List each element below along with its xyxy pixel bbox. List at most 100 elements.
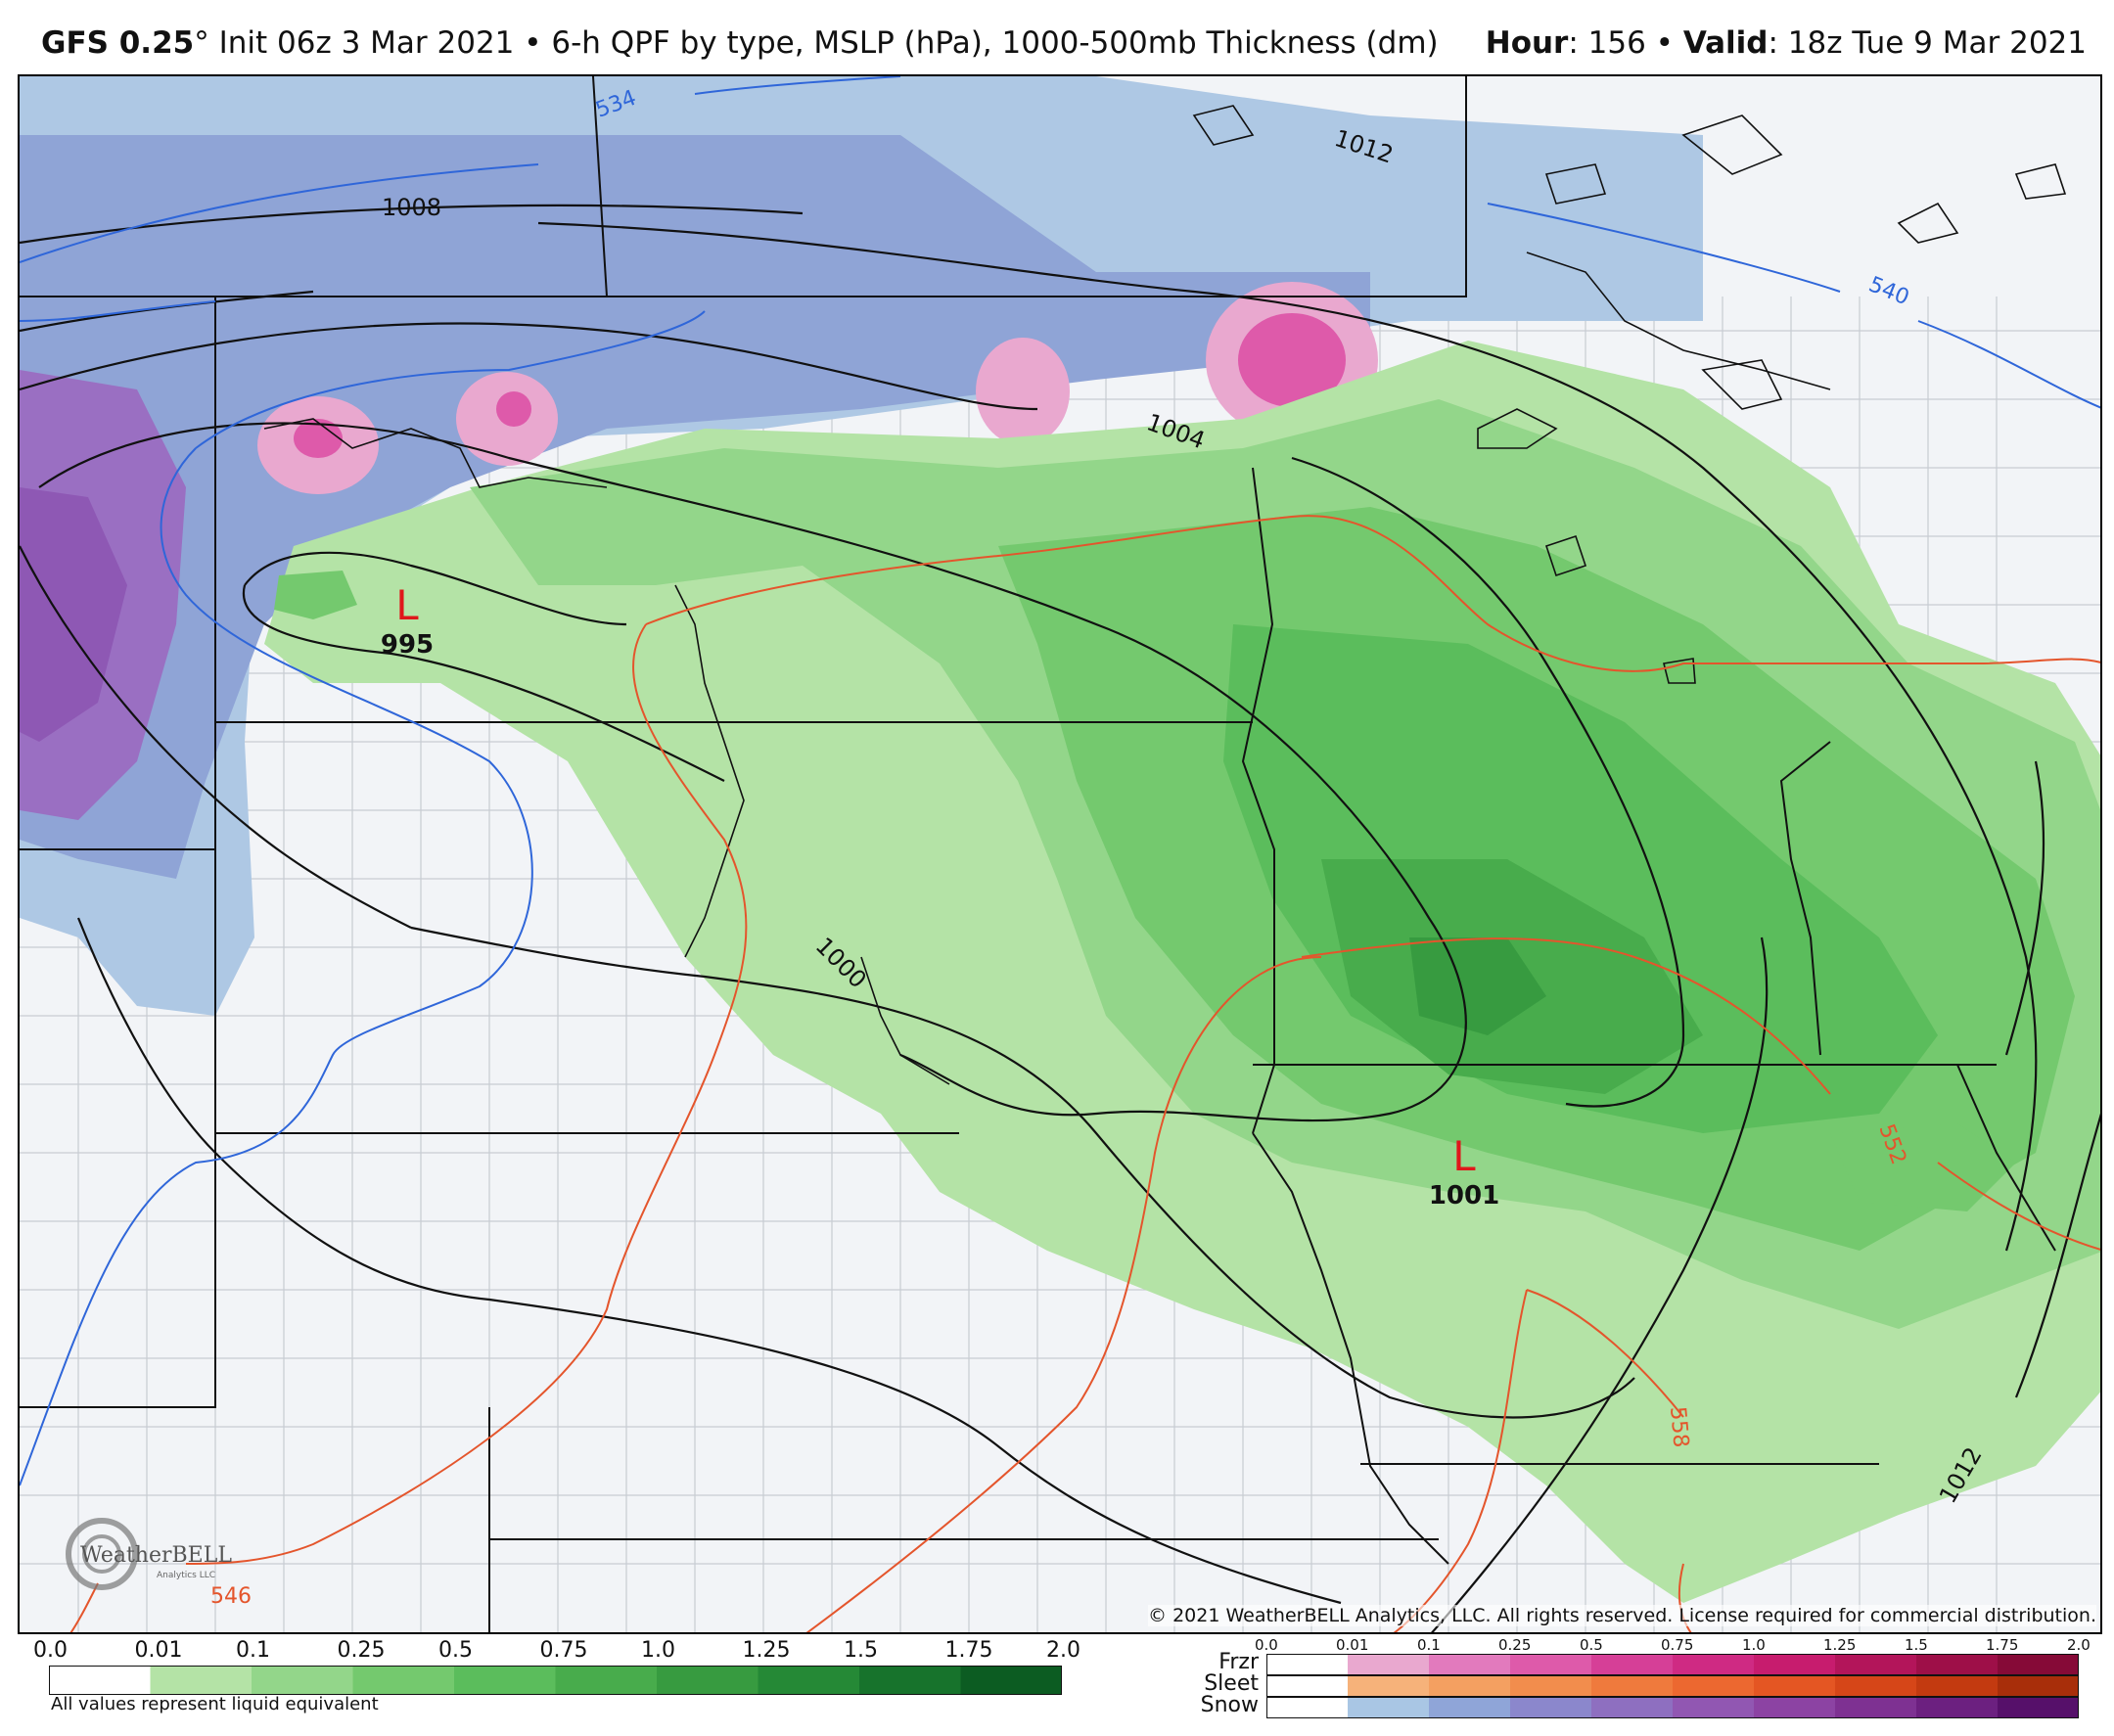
type-legend-tick: 0.25 <box>1498 1636 1532 1654</box>
type-legend-swatch <box>1510 1654 1592 1675</box>
type-legend-swatch <box>1835 1654 1917 1675</box>
state-borders <box>20 76 2056 1632</box>
type-legend-tick: 2.0 <box>2067 1636 2091 1654</box>
rain-legend-tick: 0.0 <box>33 1638 68 1663</box>
type-legend-swatch <box>1916 1675 1999 1697</box>
type-legend-swatch <box>1429 1697 1511 1718</box>
rain-legend-swatch <box>150 1666 253 1695</box>
rain-legend-swatch <box>859 1666 961 1695</box>
low-pressure-value: 1001 <box>1429 1181 1499 1211</box>
rain-legend-tick: 0.75 <box>539 1638 588 1663</box>
low-pressure-centers: L 995 L 1001 <box>381 581 1499 1211</box>
type-legend-swatch <box>1510 1697 1592 1718</box>
type-legend-swatch <box>1266 1675 1349 1697</box>
thickness-cold <box>20 76 2100 1486</box>
rain-legend-swatch <box>49 1666 151 1695</box>
type-legend-label: Frzr <box>1218 1650 1259 1674</box>
freezing-rain-area <box>257 282 1378 494</box>
legend-note: All values represent liquid equivalent <box>51 1694 379 1714</box>
type-legend-row-border <box>1266 1654 2079 1675</box>
rain-legend-tick: 1.0 <box>641 1638 675 1663</box>
rain-legend-swatch <box>758 1666 860 1695</box>
type-legend-swatch <box>1754 1697 1836 1718</box>
type-legend-swatch <box>1673 1675 1755 1697</box>
low-symbol: L <box>1452 1132 1476 1180</box>
thickness-label: 558 <box>1665 1405 1693 1448</box>
rain-legend-border <box>49 1666 1062 1695</box>
isobar-label: 1008 <box>382 194 441 221</box>
map-canvas: 1008 1012 1004 1000 1012 534 540 552 558… <box>20 76 2100 1632</box>
logo-text: WeatherBELL <box>80 1543 232 1568</box>
type-legend-swatch <box>1591 1675 1674 1697</box>
type-legend-swatch <box>1348 1697 1430 1718</box>
field-description: 6-h QPF by type, MSLP (hPa), 1000-500mb … <box>551 25 1439 61</box>
rain-legend-swatch <box>252 1666 353 1695</box>
thickness-label: 546 <box>210 1584 252 1609</box>
type-legend-swatch <box>1429 1654 1511 1675</box>
init-time: Init 06z 3 Mar 2021 <box>208 25 515 61</box>
type-legend-row-border <box>1266 1697 2079 1718</box>
type-legend-bars <box>1266 1654 2079 1718</box>
isobars <box>20 204 2100 1632</box>
title-separator: • <box>514 25 552 61</box>
map-title: GFS 0.25° Init 06z 3 Mar 2021 • 6-h QPF … <box>41 25 1439 61</box>
low-symbol: L <box>395 581 419 629</box>
rain-legend-tick: 0.01 <box>134 1638 183 1663</box>
rain-legend-tick: 0.25 <box>337 1638 386 1663</box>
type-legend-swatch <box>1348 1675 1430 1697</box>
rain-legend-tick: 1.5 <box>844 1638 878 1663</box>
rain-legend-tick: 0.1 <box>236 1638 270 1663</box>
degree-sign: ° <box>194 25 209 61</box>
logo-subtext: Analytics LLC <box>157 1571 215 1580</box>
model-name: GFS 0.25 <box>41 25 195 61</box>
low-pressure-value: 995 <box>381 630 434 660</box>
rain-area <box>264 341 2100 1603</box>
rain-legend-swatch <box>555 1666 658 1695</box>
type-legend-tick: 0.0 <box>1255 1636 1278 1654</box>
type-legend-swatch <box>1916 1654 1999 1675</box>
type-legend-swatch <box>1429 1675 1511 1697</box>
type-legend-tick: 0.1 <box>1417 1636 1441 1654</box>
type-legend-tick: 1.0 <box>1742 1636 1766 1654</box>
type-legend-swatch <box>1835 1675 1917 1697</box>
type-legend-tick: 1.5 <box>1905 1636 1928 1654</box>
type-legend-swatch <box>1916 1697 1999 1718</box>
valid-value: : 18z Tue 9 Mar 2021 <box>1768 25 2088 61</box>
type-legend-swatch <box>1510 1675 1592 1697</box>
rain-legend-swatch <box>657 1666 758 1695</box>
valid-label: Valid <box>1682 25 1769 61</box>
rain-legend-swatch <box>352 1666 455 1695</box>
rain-legend-tick: 2.0 <box>1046 1638 1080 1663</box>
type-legend-swatch <box>1673 1654 1755 1675</box>
type-legend-swatch <box>1835 1697 1917 1718</box>
map-header: GFS 0.25° Init 06z 3 Mar 2021 • 6-h QPF … <box>0 0 2114 74</box>
type-legend-swatch <box>1266 1654 1349 1675</box>
weatherbell-logo: WeatherBELL Analytics LLC <box>66 1518 232 1590</box>
type-legend-tick: 1.25 <box>1823 1636 1857 1654</box>
thickness-labels: 534 540 552 558 546 <box>210 86 1912 1609</box>
forecast-map: 1008 1012 1004 1000 1012 534 540 552 558… <box>18 74 2102 1634</box>
rain-legend-tick: 0.5 <box>438 1638 473 1663</box>
type-legend-label: Sleet <box>1204 1671 1259 1696</box>
type-legend-swatch <box>1754 1654 1836 1675</box>
hour-value: : 156 • <box>1568 25 1683 61</box>
type-legend-swatch <box>1998 1697 2079 1718</box>
type-legend-tick: 0.75 <box>1661 1636 1694 1654</box>
type-legend-row-border <box>1266 1675 2079 1697</box>
type-legend-swatch <box>1348 1654 1430 1675</box>
type-legend-label: Snow <box>1200 1693 1259 1717</box>
hour-label: Hour <box>1485 25 1569 61</box>
type-legend-swatch <box>1591 1697 1674 1718</box>
copyright-notice: © 2021 WeatherBELL Analytics, LLC. All r… <box>1148 1605 2096 1626</box>
type-legend-swatch <box>1998 1654 2079 1675</box>
valid-time: Hour: 156 • Valid: 18z Tue 9 Mar 2021 <box>1486 25 2087 61</box>
type-legend-tick: 1.75 <box>1986 1636 2019 1654</box>
type-legend-swatch <box>1591 1654 1674 1675</box>
type-legend-swatch <box>1266 1697 1349 1718</box>
type-legend-swatch <box>1754 1675 1836 1697</box>
type-legend-tick: 0.5 <box>1580 1636 1603 1654</box>
rain-legend-bar <box>49 1666 1062 1695</box>
rain-legend-tick: 1.75 <box>944 1638 993 1663</box>
type-legend-swatch <box>1998 1675 2079 1697</box>
rain-legend-swatch <box>960 1666 1062 1695</box>
